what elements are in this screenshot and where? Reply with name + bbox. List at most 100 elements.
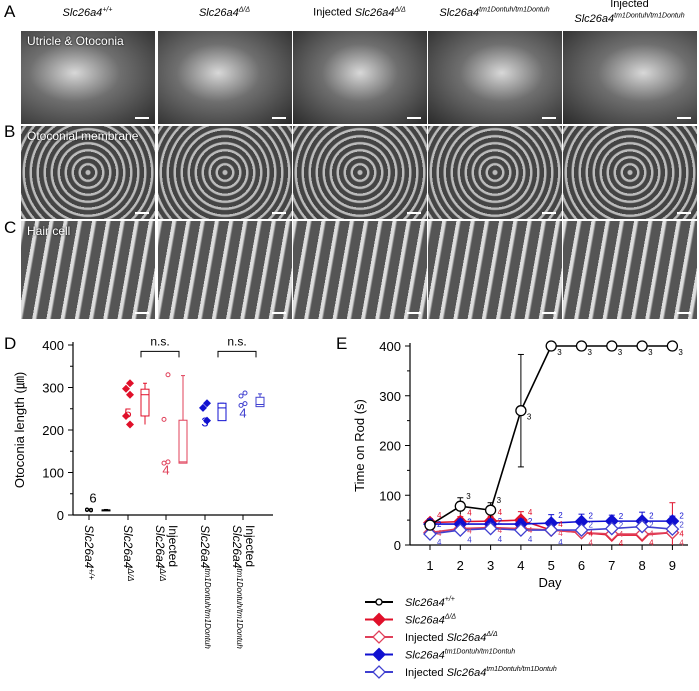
n-label: 4 bbox=[619, 539, 624, 548]
rotarod-chart: 0 100 200 300 400 1 2 3 4 5 6 7 8 9 Day Time on Rod (s)… bbox=[352, 339, 688, 679]
n-label: 4 bbox=[528, 535, 533, 544]
n-label: 2 bbox=[619, 521, 624, 530]
n-label: 4 bbox=[437, 511, 442, 520]
micrograph: Utricle & Otoconia bbox=[20, 30, 156, 125]
micrograph bbox=[562, 30, 698, 125]
data-point bbox=[635, 527, 650, 541]
micrograph bbox=[427, 125, 563, 220]
scale-bar bbox=[272, 312, 286, 314]
n-label: 2 bbox=[467, 518, 472, 527]
n-label: 2 bbox=[437, 520, 442, 529]
n-label: 3 bbox=[466, 492, 471, 501]
n-label: 4 bbox=[589, 530, 594, 539]
x-category-label: Slc26a4tm1Dontuh/tm1Dontuh bbox=[230, 525, 244, 649]
data-point bbox=[126, 420, 134, 429]
micrograph bbox=[562, 125, 698, 220]
micrograph bbox=[157, 125, 293, 220]
data-point bbox=[122, 384, 130, 393]
column-header: Slc26a4Δ/Δ bbox=[198, 6, 251, 19]
scale-bar bbox=[542, 212, 556, 214]
panel-label-c: C bbox=[4, 218, 17, 237]
micrograph bbox=[427, 30, 563, 125]
n-label: 4 bbox=[528, 526, 533, 535]
n-label: 4 bbox=[528, 508, 533, 517]
scale-bar bbox=[677, 312, 691, 314]
y-tick-label: 0 bbox=[57, 508, 64, 523]
n-label: 3 bbox=[201, 414, 208, 429]
box bbox=[178, 419, 188, 464]
n-label: 4 bbox=[558, 520, 563, 529]
n-label: 2 bbox=[589, 521, 594, 530]
panel-label-a: A bbox=[4, 2, 16, 21]
n-label: 2 bbox=[558, 511, 563, 520]
legend-label: Injected Slc26a4Δ/Δ bbox=[405, 631, 498, 644]
data-point bbox=[161, 416, 167, 422]
row-label: Utricle & Otoconia bbox=[27, 34, 124, 48]
box bbox=[217, 402, 227, 422]
data-point bbox=[575, 340, 588, 352]
data-point bbox=[666, 340, 679, 352]
data-point bbox=[665, 522, 680, 536]
x-category-label: Slc26a4Δ/Δ bbox=[121, 525, 135, 581]
legend-marker bbox=[372, 612, 386, 627]
n-label: 4 bbox=[558, 538, 563, 547]
row-label: Otoconial membrane bbox=[27, 129, 139, 143]
data-point bbox=[604, 521, 619, 536]
n-label: 4 bbox=[498, 535, 503, 544]
n-label: 4 bbox=[467, 509, 472, 518]
n-label: 4 bbox=[437, 538, 442, 547]
data-point bbox=[635, 519, 650, 534]
x-tick-label: 8 bbox=[638, 558, 645, 573]
significance-label: n.s. bbox=[227, 334, 246, 348]
scale-bar bbox=[272, 117, 286, 119]
row-label: Hair cell bbox=[27, 224, 71, 238]
y-axis-label: Otoconia length (㎛) bbox=[12, 372, 28, 488]
n-label: 6 bbox=[89, 490, 96, 505]
y-tick-label: 200 bbox=[42, 423, 64, 438]
micrograph: Hair cell bbox=[20, 220, 156, 320]
n-label: 3 bbox=[588, 348, 593, 357]
n-label: 3 bbox=[497, 496, 502, 505]
y-tick-label: 200 bbox=[379, 439, 401, 454]
x-category-label-prefix: Injected bbox=[243, 525, 257, 567]
panel-label-b: B bbox=[4, 122, 16, 141]
scale-bar bbox=[542, 312, 556, 314]
y-tick-label: 100 bbox=[42, 466, 64, 481]
data-point bbox=[89, 508, 93, 513]
n-label: 2 bbox=[679, 511, 684, 520]
data-point bbox=[513, 523, 528, 537]
legend-marker bbox=[372, 647, 386, 662]
n-label: 2 bbox=[589, 512, 594, 521]
x-category-label: Slc26a4+/+ bbox=[82, 525, 96, 580]
x-tick-label: 7 bbox=[608, 558, 615, 573]
legend-label: Slc26a4Δ/Δ bbox=[405, 614, 456, 627]
x-tick-label: 1 bbox=[426, 558, 433, 573]
scale-bar bbox=[407, 117, 421, 119]
micrograph bbox=[157, 30, 293, 125]
n-label: 3 bbox=[557, 348, 562, 357]
legend-marker bbox=[375, 598, 383, 606]
data-point bbox=[545, 340, 557, 352]
micrograph bbox=[157, 220, 293, 320]
y-axis-label: Time on Rod (s) bbox=[352, 399, 367, 492]
scale-bar bbox=[407, 312, 421, 314]
n-label: 4 bbox=[162, 463, 169, 478]
data-point bbox=[126, 390, 134, 399]
significance-label: n.s. bbox=[150, 334, 169, 348]
x-category-label: Slc26a4tm1Dontuh/tm1Dontuh bbox=[198, 525, 212, 649]
scale-bar bbox=[677, 117, 691, 119]
data-point bbox=[242, 390, 248, 396]
legend-label: Slc26a4+/+ bbox=[405, 596, 455, 609]
micrograph bbox=[562, 220, 698, 320]
data-point bbox=[544, 523, 559, 537]
n-label: 2 bbox=[619, 512, 624, 521]
n-label: 3 bbox=[678, 348, 683, 357]
data-point bbox=[242, 401, 248, 407]
n-label: 4 bbox=[589, 539, 594, 548]
x-axis-label: Day bbox=[538, 575, 562, 590]
scale-bar bbox=[135, 312, 149, 314]
micrograph: Otoconial membrane bbox=[20, 125, 156, 220]
panel-label-d: D bbox=[4, 334, 17, 353]
legend-marker bbox=[372, 665, 386, 679]
data-point bbox=[483, 521, 498, 536]
